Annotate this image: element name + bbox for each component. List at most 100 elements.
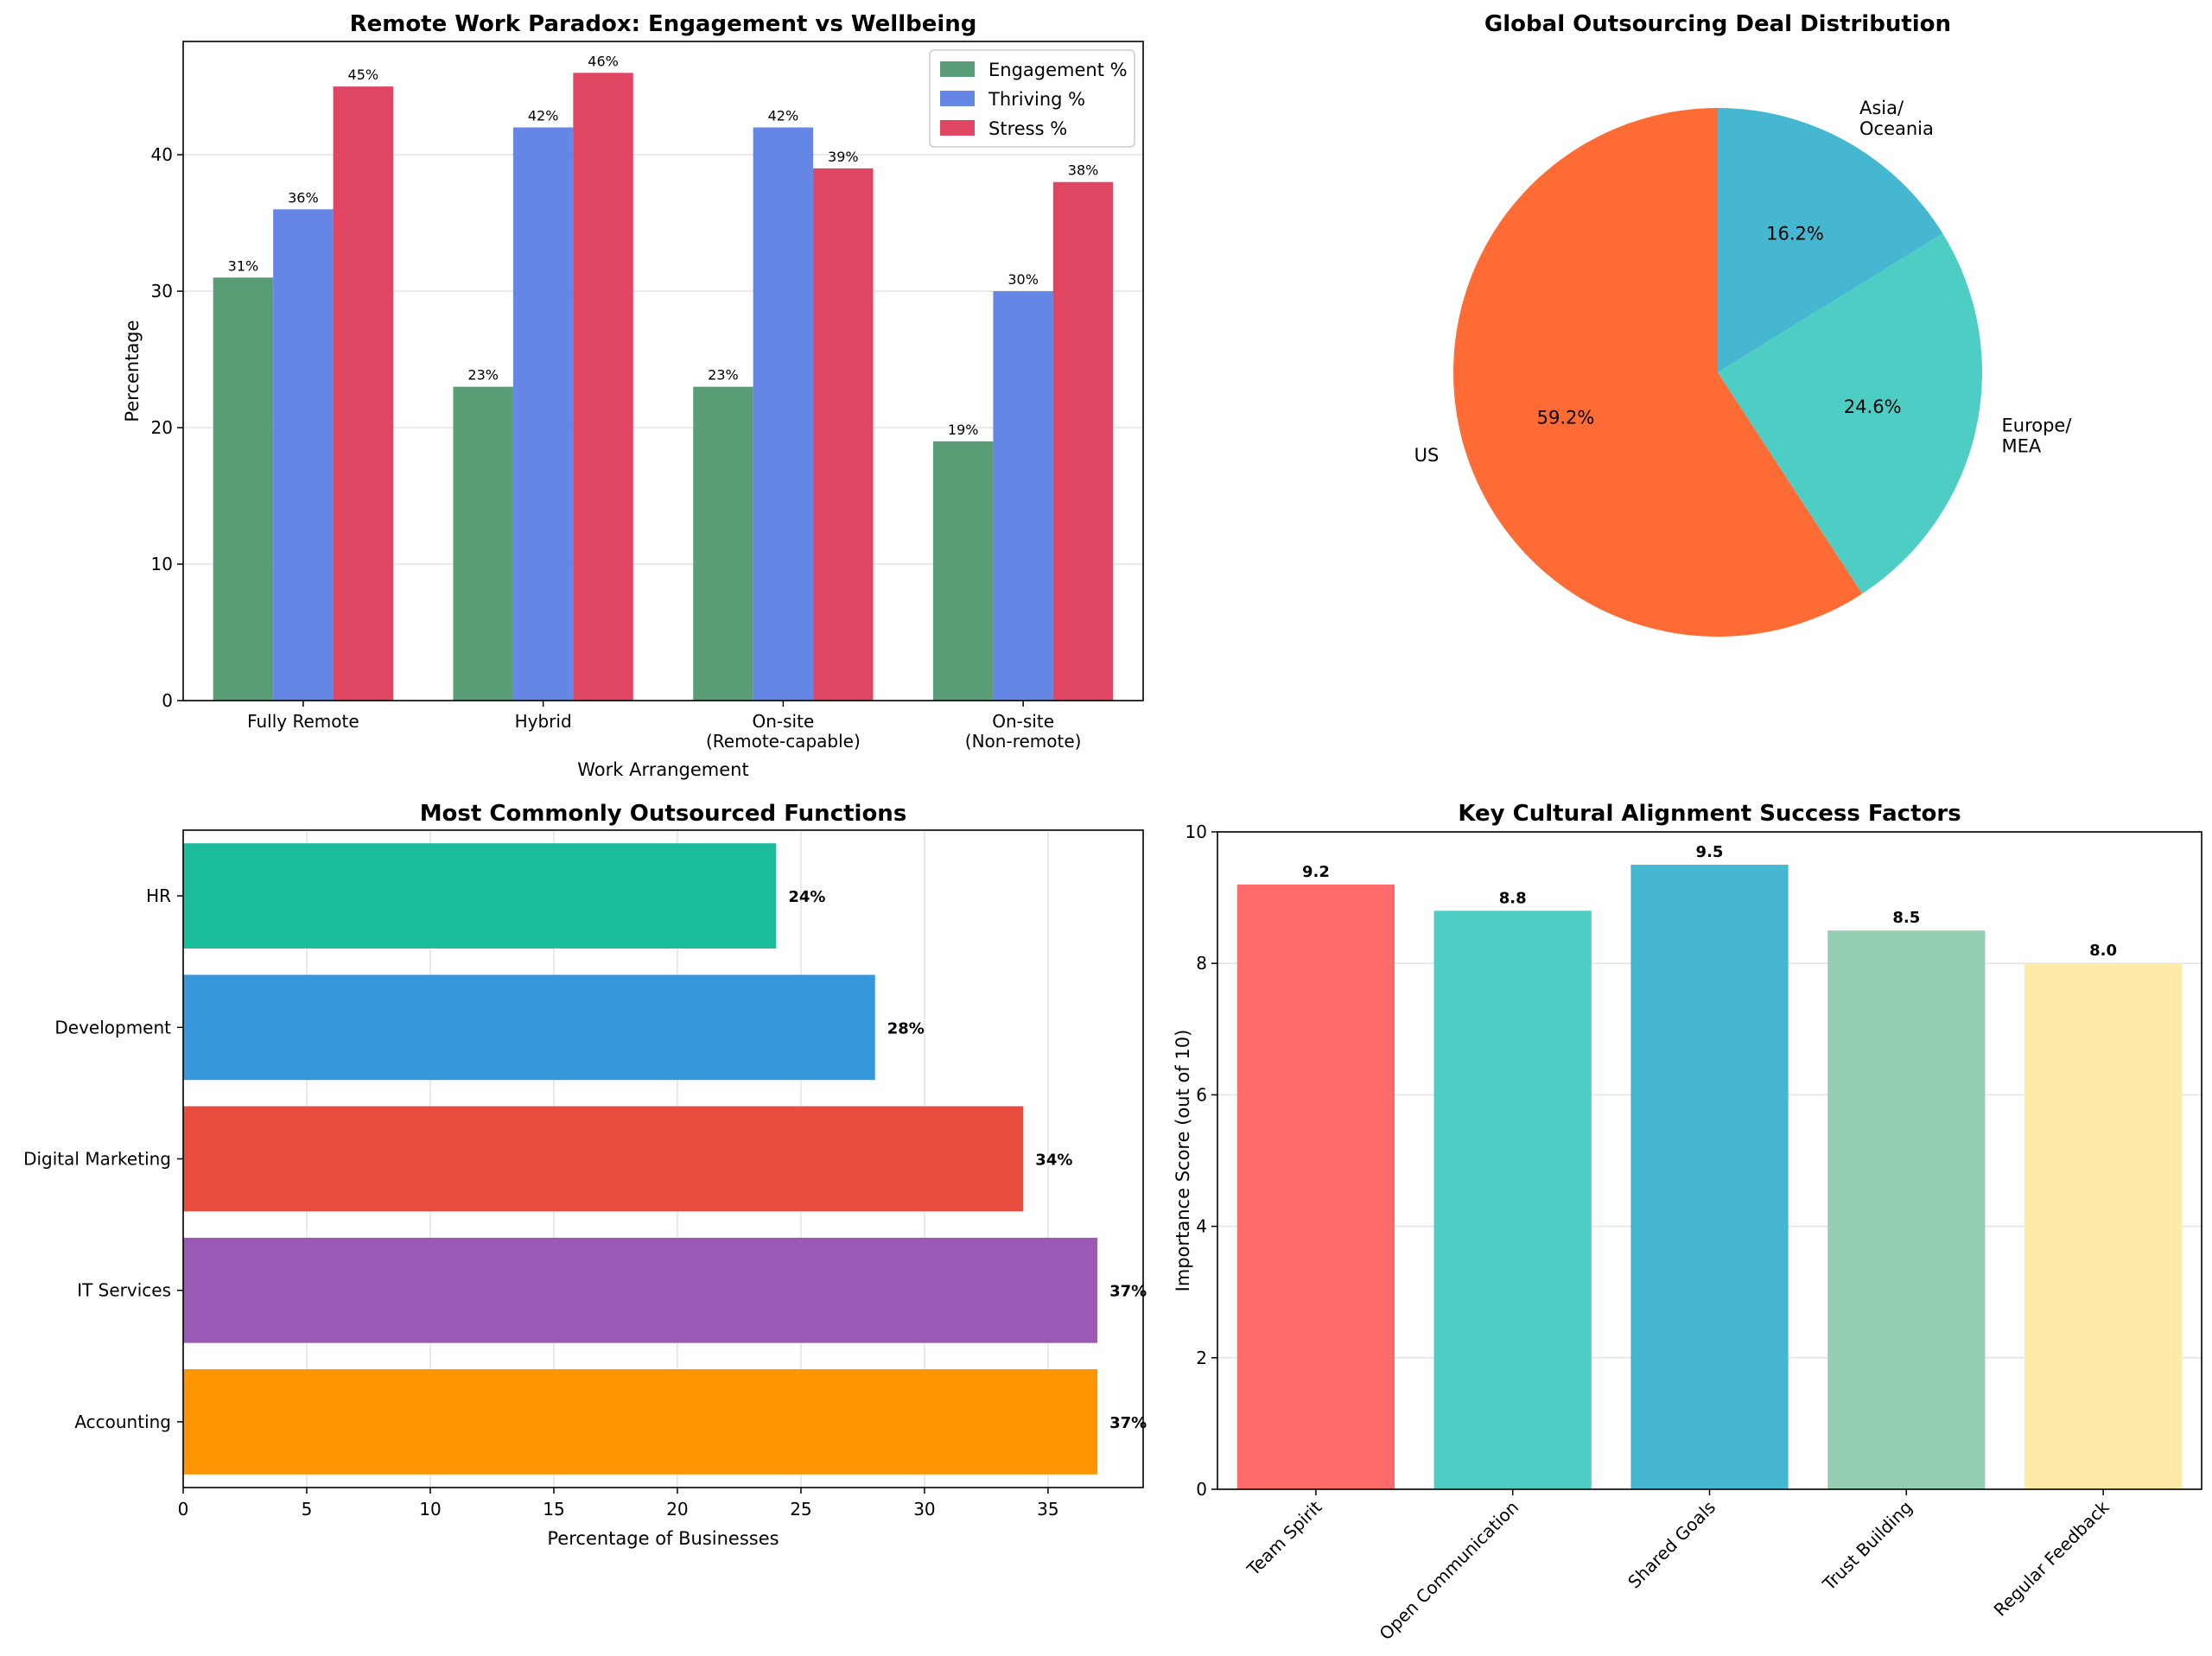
bar-thriving-3	[993, 291, 1053, 701]
pie-slice-us	[1453, 108, 1863, 637]
y-tick-label: 8	[1196, 953, 1207, 974]
y-tick-label: 6	[1196, 1084, 1207, 1105]
bar-engagement-2	[693, 386, 753, 701]
data-label: 30%	[1007, 271, 1039, 288]
data-label: 42%	[768, 108, 799, 124]
pie-slice-label: Oceania	[1859, 118, 1934, 139]
legend-swatch-stress	[940, 120, 975, 136]
data-label: 23%	[708, 367, 739, 384]
y-tick-label: Accounting	[74, 1412, 171, 1432]
bar-thriving-2	[753, 127, 814, 701]
x-tick-label: 0	[178, 1499, 189, 1520]
pie-slice-asia-oceania	[1718, 108, 1943, 372]
x-tick-label: 30	[913, 1499, 935, 1520]
bar-thriving-0	[273, 209, 334, 701]
legend-label: Thriving %	[988, 89, 1085, 110]
data-label: 42%	[528, 108, 559, 124]
y-tick-label: 10	[151, 554, 173, 574]
bar-shared-goals	[1630, 865, 1789, 1489]
x-axis-label: Percentage of Businesses	[547, 1528, 779, 1549]
data-label: 45%	[348, 67, 379, 83]
bar-engagement-3	[932, 441, 994, 701]
legend-label: Stress %	[988, 118, 1067, 139]
x-tick-label: 5	[302, 1499, 313, 1520]
bar-engagement-1	[453, 386, 513, 701]
cultural-factors-chart: Key Cultural Alignment Success Factors 9.…	[1173, 801, 2202, 1644]
x-tick-label: Fully Remote	[247, 711, 359, 732]
y-tick-label: 0	[162, 690, 173, 711]
x-tick-label: 35	[1037, 1499, 1058, 1520]
y-tick-label: 30	[151, 281, 173, 301]
plot-frame	[182, 829, 1144, 1488]
y-tick-label: 4	[1196, 1216, 1207, 1237]
bar-stress-2	[813, 168, 874, 701]
x-tick-label: On-site	[752, 711, 814, 732]
chart-title: Most Commonly Outsourced Functions	[420, 801, 907, 827]
pie-slice-label: Asia/	[1859, 98, 1904, 118]
outsourced-functions-chart: Most Commonly Outsourced Functions 37% Acc…	[23, 801, 1147, 1549]
data-label: 28%	[887, 1019, 925, 1037]
bar-stress-3	[1052, 181, 1114, 701]
data-label: 8.0	[2089, 942, 2117, 960]
data-label: 37%	[1109, 1283, 1147, 1301]
bar-regular-feedback	[2024, 963, 2183, 1489]
x-tick-label: Hybrid	[515, 711, 572, 732]
bar-open-communication	[1433, 910, 1592, 1489]
data-label: 23%	[467, 367, 499, 384]
bar-stress-0	[333, 86, 394, 701]
legend-swatch-engagement	[940, 61, 975, 77]
data-label: 8.5	[1892, 909, 1920, 927]
data-label: 9.5	[1696, 843, 1724, 861]
bar-stress-1	[573, 73, 633, 701]
data-label: 38%	[1068, 162, 1099, 179]
legend-label: Engagement %	[988, 60, 1128, 80]
pie-slice-label: Europe/	[2001, 415, 2072, 435]
chart-title: Remote Work Paradox: Engagement vs Wellb…	[350, 11, 977, 37]
pie-percent-label: 24.6%	[1844, 397, 1902, 417]
data-label: 34%	[1035, 1152, 1072, 1170]
outsourcing-pie-chart: Global Outsourcing Deal Distribution 59.2…	[1414, 11, 2072, 637]
pie-slice-europe-mea	[1718, 233, 1983, 594]
data-label: 24%	[788, 888, 825, 906]
y-axis-label: Percentage	[122, 320, 143, 422]
y-tick-label: 40	[151, 144, 173, 165]
bar-thriving-1	[512, 127, 574, 701]
bar-digital-marketing	[183, 1106, 1024, 1212]
legend-box	[929, 49, 1135, 148]
data-label: 37%	[1109, 1414, 1147, 1432]
x-axis-label: Work Arrangement	[577, 759, 748, 780]
pie-percent-label: 59.2%	[1537, 407, 1595, 428]
data-label: 8.8	[1499, 889, 1527, 907]
y-tick-label: Development	[54, 1017, 171, 1037]
y-tick-label: 20	[151, 417, 173, 438]
pie-slice-label: US	[1414, 445, 1440, 466]
data-label: 46%	[588, 53, 619, 69]
data-label: 19%	[948, 422, 979, 438]
y-tick-label: IT Services	[77, 1280, 171, 1301]
y-tick-label: 0	[1196, 1479, 1207, 1500]
bar-trust-building	[1827, 930, 1986, 1489]
bar-development	[183, 974, 875, 1081]
chart-title: Global Outsourcing Deal Distribution	[1484, 11, 1951, 37]
pie-percent-label: 16.2%	[1766, 224, 1824, 244]
engagement-wellbeing-chart: Remote Work Paradox: Engagement vs Wellb…	[122, 11, 1144, 780]
x-tick-label: 15	[543, 1499, 564, 1520]
x-tick-label: (Remote-capable)	[706, 731, 861, 752]
x-tick-label: 25	[790, 1499, 811, 1520]
plot-frame	[1217, 831, 2202, 1490]
plot-frame	[182, 41, 1144, 701]
x-tick-label: 10	[419, 1499, 441, 1520]
x-tick-label: (Non-remote)	[965, 731, 1082, 752]
y-axis-label: Importance Score (out of 10)	[1173, 1030, 1193, 1292]
legend-swatch-thriving	[940, 91, 975, 106]
bar-it-services	[183, 1237, 1098, 1343]
y-tick-label: 10	[1185, 822, 1207, 842]
data-label: 31%	[228, 257, 259, 274]
bar-hr	[183, 843, 777, 949]
chart-title: Key Cultural Alignment Success Factors	[1458, 801, 1961, 827]
y-tick-label: HR	[146, 885, 171, 906]
data-label: 36%	[288, 189, 319, 206]
y-tick-label: 2	[1196, 1348, 1207, 1368]
bar-team-spirit	[1236, 884, 1395, 1489]
